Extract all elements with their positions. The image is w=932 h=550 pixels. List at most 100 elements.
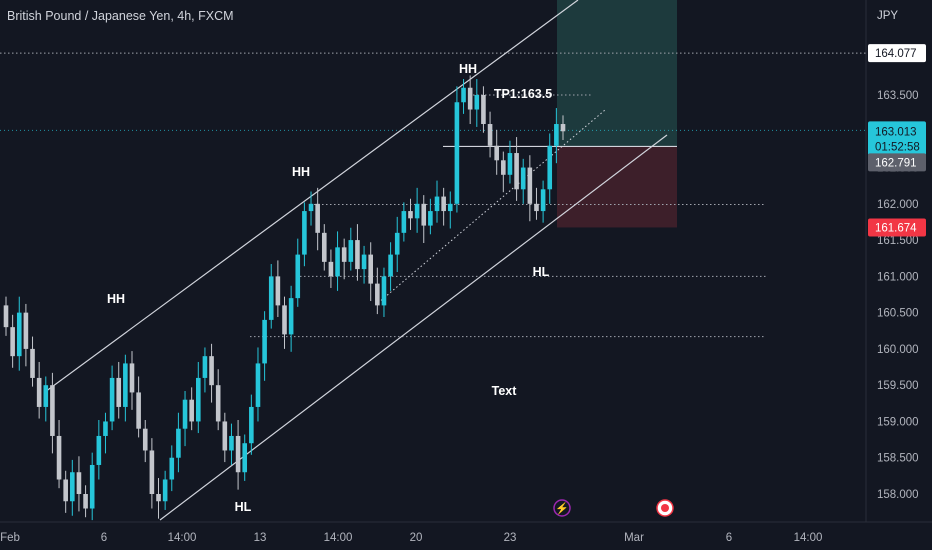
candle [262, 319, 267, 364]
stop-zone [557, 146, 677, 228]
candle [381, 276, 387, 306]
y-tick-label: 163.500 [877, 90, 919, 102]
y-tick-label: 158.500 [877, 453, 919, 465]
entry-price-label-box [868, 153, 926, 172]
candle [461, 87, 466, 103]
candle [540, 189, 546, 212]
annotation-label: HH [107, 292, 125, 306]
candle [388, 254, 393, 277]
candle [30, 348, 35, 378]
candle [394, 232, 400, 255]
candle [434, 196, 440, 212]
candle [23, 312, 29, 349]
candle [96, 435, 102, 465]
target-zone [557, 0, 677, 147]
candle [129, 363, 135, 393]
x-tick-label: Feb [0, 532, 20, 544]
candle [414, 203, 420, 219]
candle [282, 305, 287, 335]
y-tick-label: 159.000 [877, 416, 919, 428]
candle [295, 254, 301, 299]
candle [514, 153, 519, 190]
candle [3, 305, 9, 328]
candle [348, 240, 354, 262]
candle [494, 145, 499, 161]
candle [149, 450, 155, 494]
candle [249, 406, 254, 444]
candle [401, 211, 407, 233]
candle [182, 399, 188, 429]
y-tick-label: 160.000 [877, 344, 919, 356]
candle [467, 87, 473, 110]
top-price-label-box [868, 44, 926, 63]
candle [447, 203, 453, 212]
candle [421, 203, 427, 226]
candle [527, 167, 533, 204]
annotation-label: HH [292, 165, 310, 179]
candle [288, 298, 294, 335]
candle [109, 377, 115, 422]
candle [229, 435, 234, 451]
candle [474, 95, 480, 110]
candle [481, 95, 486, 125]
current-price-box [868, 121, 926, 156]
candle [560, 124, 566, 132]
candle [16, 312, 22, 357]
y-tick-label: 161.500 [877, 235, 919, 247]
candle [209, 356, 214, 386]
candle [83, 494, 88, 509]
candle [36, 377, 42, 407]
x-tick-label: 20 [410, 532, 423, 544]
candle [308, 203, 314, 212]
candle [242, 443, 248, 473]
y-tick-label: 159.500 [877, 380, 919, 392]
x-tick-label: 14:00 [168, 532, 197, 544]
annotation-label: HL [533, 265, 550, 279]
x-tick-label: 6 [726, 532, 732, 544]
candle [176, 428, 181, 458]
y-tick-label: 158.000 [877, 489, 919, 501]
x-tick-label: 14:00 [794, 532, 823, 544]
candle [275, 276, 281, 306]
candle [408, 211, 413, 219]
candle [501, 160, 506, 175]
candle [487, 124, 493, 146]
currency-label: JPY [877, 10, 898, 22]
candle [441, 196, 446, 212]
annotation-label: TP1:163.5 [494, 87, 552, 101]
candle [268, 276, 274, 320]
candle [123, 363, 128, 407]
candle [368, 254, 374, 284]
candle [302, 211, 307, 255]
target-event-dot [661, 504, 669, 512]
candle [222, 421, 228, 451]
top-price-label: 164.077 [875, 48, 917, 60]
candle [50, 385, 55, 436]
candle [375, 283, 380, 306]
candle [315, 203, 320, 233]
candle [189, 399, 194, 422]
candle [507, 153, 513, 175]
candle [235, 435, 241, 473]
candle [341, 247, 347, 262]
candle [215, 385, 221, 422]
y-tick-label: 162.000 [877, 199, 919, 211]
candle [321, 232, 327, 262]
y-tick-label: 161.000 [877, 271, 919, 283]
candle [142, 428, 148, 451]
candle [70, 472, 75, 502]
x-tick-label: Mar [624, 532, 644, 544]
candle [162, 479, 168, 502]
candle [547, 145, 553, 190]
annotation-label: Text [492, 384, 518, 398]
annotation-label: HH [459, 62, 477, 76]
candle [63, 479, 68, 502]
stop-price-label-box [868, 218, 926, 237]
x-tick-label: 13 [254, 532, 267, 544]
entry-price-label: 162.791 [875, 157, 917, 169]
lightning-glyph: ⚡ [555, 502, 569, 515]
lightning-event-icon [553, 499, 571, 517]
x-tick-label: 6 [101, 532, 107, 544]
